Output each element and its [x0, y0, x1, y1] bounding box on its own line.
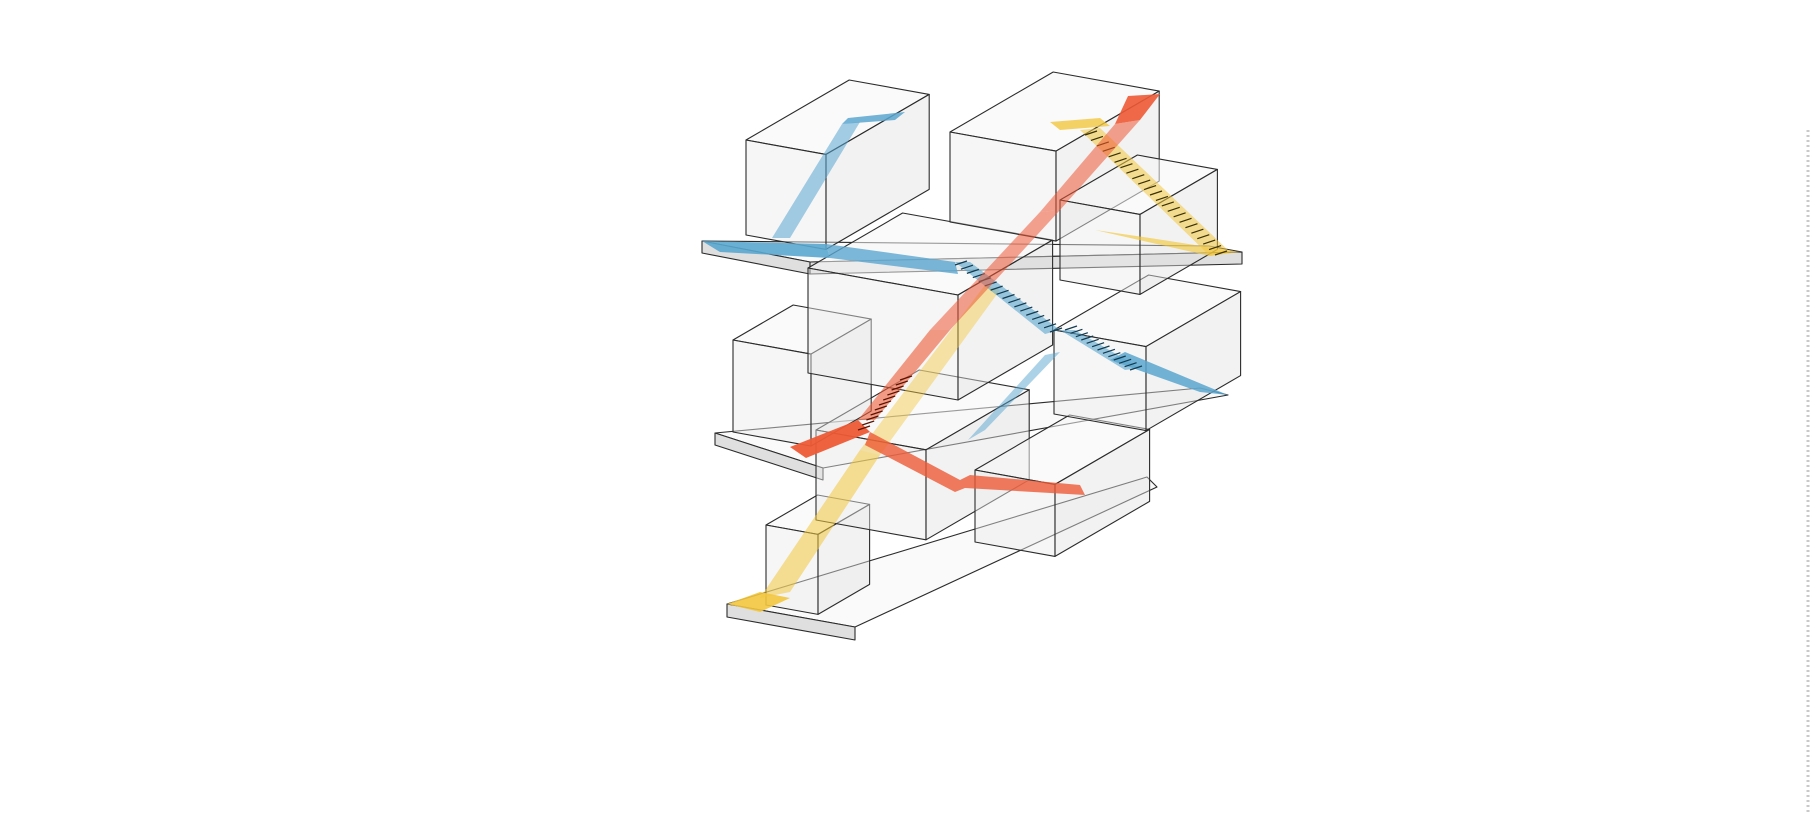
volume-l1-left-front [732, 339, 812, 447]
stair-yellow-step [1090, 135, 1104, 142]
path-yellow-stair-run [1080, 128, 1230, 256]
stair-blue-1-step [1049, 327, 1063, 333]
stair-red-step [862, 420, 875, 426]
path-red-low [865, 432, 1085, 495]
stair-blue-2-step [1118, 358, 1132, 364]
volume-ground-right-side [1054, 428, 1151, 557]
path-blue-landing [1110, 352, 1228, 395]
stair-blue-2-step [1064, 325, 1078, 331]
stair-yellow-step [1137, 179, 1151, 185]
stair-blue-2-step [1081, 335, 1094, 341]
stair-yellow-step [1108, 152, 1121, 158]
path-red-drop-2 [930, 210, 1060, 330]
stair-yellow-step [1161, 201, 1175, 207]
circulation-paths [702, 94, 1240, 612]
stair-blue-1-step [996, 289, 1009, 295]
stair-blue-1-step [966, 268, 980, 274]
stair-blue-2 [1064, 325, 1143, 371]
path-yellow-top [1050, 118, 1110, 130]
stair-blue-1-step [1031, 314, 1045, 321]
stair-red-step [866, 415, 879, 421]
stair-yellow-step [1143, 184, 1157, 191]
volume-l1-left [732, 304, 872, 447]
path-blue-drop [772, 122, 860, 238]
stair-yellow-step [1149, 190, 1163, 196]
stair-blue-2-step [1070, 328, 1083, 334]
volume-l1-center [807, 212, 1054, 401]
stair-blue-2-step [1091, 342, 1105, 348]
stair-blue-1-step [954, 260, 968, 266]
volume-l2-right-front [1059, 199, 1141, 295]
volume-l1-center-side [957, 239, 1054, 401]
stair-red-step [891, 385, 904, 391]
stair-red-step [899, 375, 913, 381]
stair-blue-1-step [1020, 306, 1033, 312]
stair-blue-1-step [1037, 319, 1051, 325]
stair-yellow-step [1120, 163, 1133, 169]
stair-yellow [1084, 130, 1228, 256]
stair-blue-2-step [1075, 332, 1089, 338]
stair-blue-2-step [1124, 362, 1137, 368]
path-yellow-rise-2 [860, 285, 1000, 455]
stair-blue-2-step [1086, 338, 1099, 344]
path-red-landing [790, 420, 870, 458]
stair-blue-1-step [1014, 302, 1027, 308]
stair-yellow-step [1197, 234, 1210, 240]
stair-yellow-step [1084, 130, 1098, 136]
path-blue-slab [702, 241, 830, 258]
stair-yellow-step [1132, 174, 1145, 180]
stair-yellow-step [1126, 168, 1139, 174]
stair-yellow-step [1191, 228, 1204, 234]
volume-ground-right [974, 414, 1151, 557]
stair-yellow-step [1155, 195, 1169, 202]
stair-red-step [895, 380, 908, 386]
stair-yellow-step [1179, 217, 1192, 223]
path-blue-cross [826, 244, 958, 274]
stair-red-step [887, 390, 900, 396]
stair-red-step [878, 400, 892, 406]
volume-ground-left-side [817, 503, 871, 615]
path-yellow-ground [727, 592, 790, 612]
stair-blue-1-step [1026, 310, 1039, 316]
slab-ground-front [726, 603, 856, 641]
stair-yellow-step [1214, 250, 1228, 256]
volume-l1-right [1053, 274, 1242, 432]
stair-blue-1-step [960, 264, 974, 270]
path-yellow-rise-1 [760, 450, 880, 598]
stair-blue-2-step [1113, 355, 1126, 361]
stair-red [857, 375, 913, 431]
path-blue-lower [968, 352, 1060, 440]
stair-yellow-step [1208, 244, 1222, 251]
stair-red-step [857, 425, 871, 431]
stair-red-step [883, 395, 896, 401]
path-blue-top [842, 112, 905, 124]
stair-yellow-step [1167, 206, 1180, 212]
stair-blue-2-step [1102, 348, 1116, 354]
stair-red-step [874, 405, 887, 411]
path-red-drop-1 [1040, 120, 1140, 212]
stair-blue-1-step [1002, 293, 1015, 300]
stair-yellow-step [1114, 157, 1127, 163]
stair-blue-2-step [1129, 365, 1143, 371]
stair-yellow-step [1185, 223, 1198, 229]
stair-blue-2-step [1108, 352, 1121, 358]
path-red-top [1115, 94, 1160, 124]
stair-yellow-step [1173, 212, 1186, 218]
stair-yellow-step [1202, 239, 1216, 245]
slab-level-1-front [714, 432, 824, 481]
volume-l2-left [745, 79, 930, 250]
volume-l1-right-side [1145, 291, 1242, 432]
path-red-drop-3 [858, 330, 950, 420]
stair-blue-2-step [1097, 345, 1110, 351]
stair-blue-1-step [1043, 323, 1057, 329]
stair-blue-1-step [990, 285, 1003, 291]
stair-red-step [870, 410, 883, 416]
stair-blue-1-step [1008, 298, 1021, 304]
